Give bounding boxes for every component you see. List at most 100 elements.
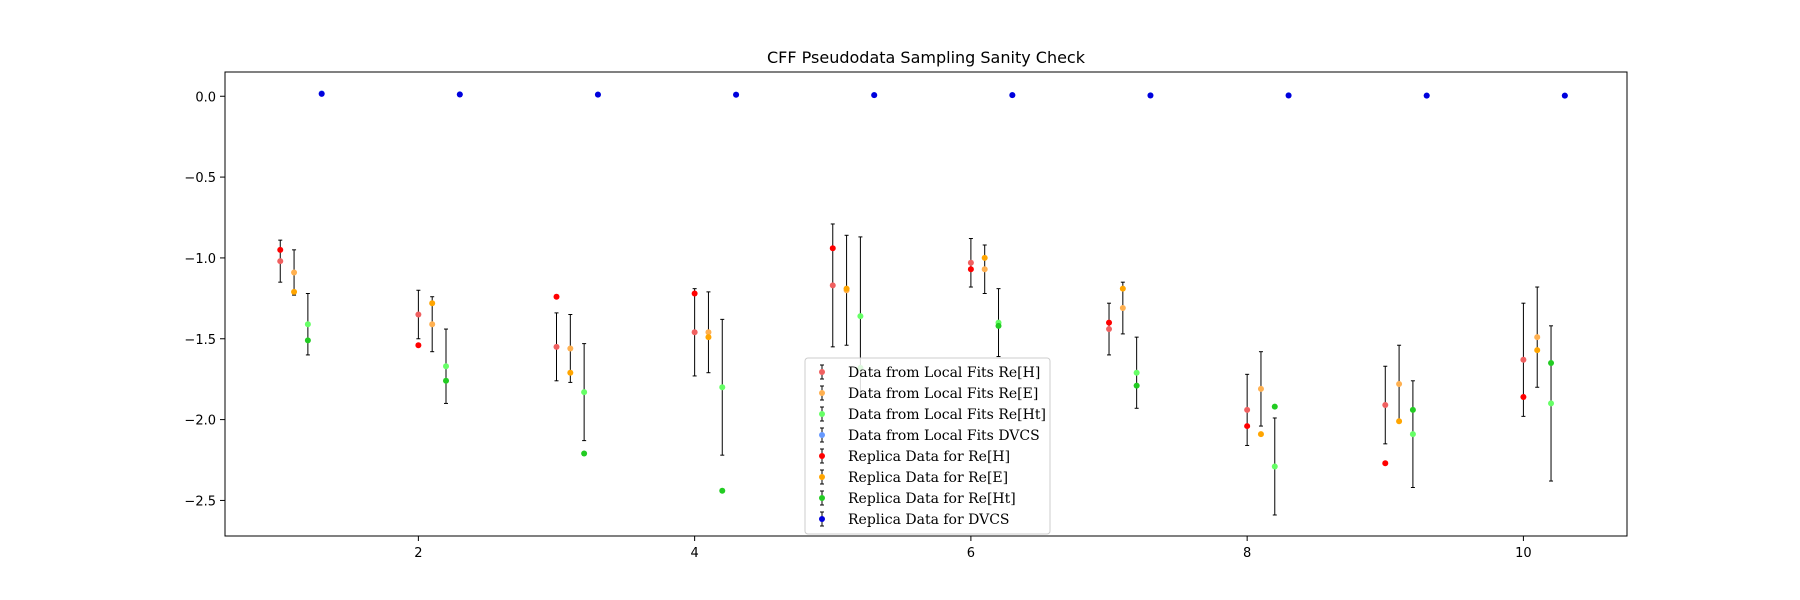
data-point — [581, 450, 588, 457]
data-point — [1106, 326, 1113, 333]
legend-marker — [819, 495, 825, 501]
data-point — [1271, 403, 1278, 410]
data-point — [1409, 406, 1416, 413]
data-point — [1534, 334, 1541, 341]
data-point — [857, 313, 864, 320]
legend-marker — [819, 432, 825, 438]
data-point — [1244, 406, 1251, 413]
data-point — [719, 384, 726, 391]
data-point — [443, 377, 450, 384]
plot-marks — [277, 90, 1568, 516]
data-point — [1382, 460, 1389, 467]
legend-label: Replica Data for Re[Ht] — [848, 491, 1016, 507]
data-point — [1285, 92, 1292, 99]
data-point — [291, 288, 298, 295]
data-point — [1147, 92, 1154, 99]
legend: Data from Local Fits Re[H] Data from Loca… — [804, 357, 1051, 535]
legend-marker — [819, 390, 825, 396]
plot-area-frame — [224, 71, 1628, 537]
data-point — [318, 90, 325, 97]
legend-item: Replica Data for Re[Ht] — [819, 490, 1016, 507]
legend-item: Replica Data for Re[H] — [819, 448, 1010, 465]
y-tick-label: −2.5 — [184, 494, 216, 509]
data-point — [1534, 347, 1541, 354]
y-tick-label: −2.0 — [184, 414, 216, 429]
data-point — [1396, 381, 1403, 388]
data-point — [1133, 369, 1140, 376]
data-point — [429, 300, 436, 307]
x-tick-label: 2 — [414, 546, 422, 561]
data-point — [1520, 393, 1527, 400]
data-point — [871, 92, 878, 99]
data-point — [705, 329, 712, 336]
legend-label: Data from Local Fits DVCS — [848, 428, 1040, 444]
data-point — [691, 329, 698, 336]
data-point — [1548, 360, 1555, 367]
data-point — [967, 259, 974, 266]
data-point — [1119, 305, 1126, 312]
legend-item: Data from Local Fits Re[Ht] — [819, 406, 1046, 423]
data-point — [1423, 92, 1430, 99]
legend-marker — [819, 516, 825, 522]
legend-marker — [819, 453, 825, 459]
data-point — [567, 369, 574, 376]
data-point — [829, 282, 836, 289]
data-point — [967, 266, 974, 273]
data-point — [1119, 285, 1126, 292]
axes: 2 4 6 8 10 0.0 −0.5 −1.0 −1.5 −2.0 −2.5 — [184, 90, 1531, 561]
data-point — [581, 389, 588, 396]
data-point — [553, 293, 560, 300]
legend-label: Replica Data for DVCS — [848, 512, 1010, 528]
legend-label: Replica Data for Re[H] — [848, 449, 1010, 465]
data-point — [594, 91, 601, 98]
legend-label: Data from Local Fits Re[E] — [848, 386, 1038, 402]
legend-item: Data from Local Fits DVCS — [819, 427, 1040, 444]
legend-marker — [819, 474, 825, 480]
data-point — [981, 266, 988, 273]
legend-marker — [819, 411, 825, 417]
data-point — [415, 311, 422, 318]
data-point — [1106, 319, 1113, 326]
y-tick-label: −0.5 — [184, 171, 216, 186]
data-point — [1382, 402, 1389, 409]
data-point — [1257, 385, 1264, 392]
data-point — [1548, 400, 1555, 407]
data-point — [691, 290, 698, 297]
legend-label: Replica Data for Re[E] — [848, 470, 1008, 486]
legend-marker — [819, 369, 825, 375]
data-point — [733, 91, 740, 98]
data-point — [1396, 418, 1403, 425]
legend-box — [804, 357, 1051, 535]
data-point — [429, 321, 436, 328]
data-point — [1561, 92, 1568, 99]
data-point — [415, 342, 422, 349]
data-point — [995, 322, 1002, 329]
data-point — [304, 337, 311, 344]
x-tick-label: 4 — [690, 546, 698, 561]
data-point — [291, 269, 298, 276]
legend-item: Data from Local Fits Re[E] — [819, 385, 1038, 402]
data-point — [567, 345, 574, 352]
data-point — [1257, 431, 1264, 438]
x-tick-label: 8 — [1243, 546, 1251, 561]
data-point — [1409, 431, 1416, 438]
x-tick-label: 6 — [967, 546, 975, 561]
data-point — [1271, 463, 1278, 470]
data-point — [277, 258, 284, 265]
data-point — [1133, 382, 1140, 389]
legend-item: Replica Data for DVCS — [819, 511, 1010, 528]
legend-label: Data from Local Fits Re[Ht] — [848, 407, 1046, 423]
data-point — [1009, 92, 1016, 99]
data-point — [553, 343, 560, 350]
y-tick-label: −1.0 — [184, 252, 216, 267]
x-tick-label: 10 — [1515, 546, 1532, 561]
y-tick-label: −1.5 — [184, 333, 216, 348]
legend-item: Data from Local Fits Re[H] — [819, 364, 1040, 381]
data-point — [456, 91, 463, 98]
data-point — [719, 487, 726, 494]
legend-item: Replica Data for Re[E] — [819, 469, 1008, 486]
data-point — [1244, 423, 1251, 430]
data-point — [1520, 356, 1527, 363]
legend-label: Data from Local Fits Re[H] — [848, 365, 1040, 381]
